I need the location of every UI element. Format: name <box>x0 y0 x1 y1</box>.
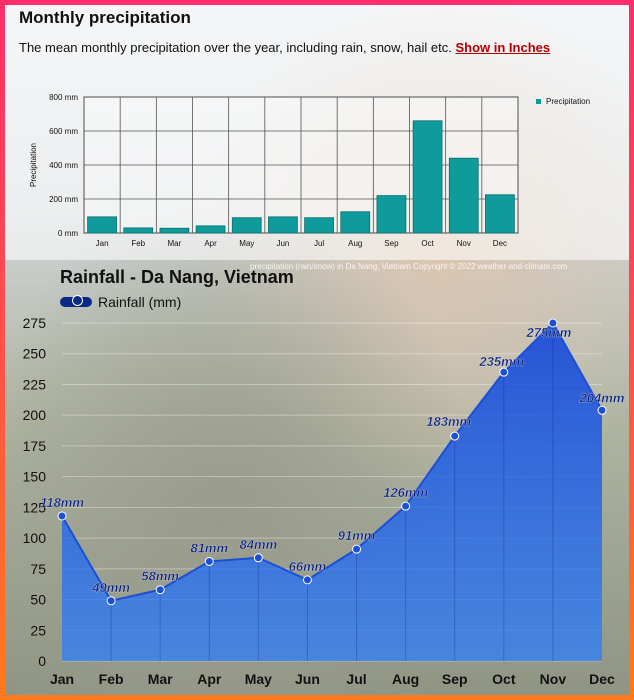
bottom-y-tick-label: 75 <box>30 561 46 577</box>
bottom-y-tick-label: 200 <box>23 407 47 423</box>
rainfall-data-label: 58mm <box>141 569 179 584</box>
rainfall-point <box>499 367 509 377</box>
rainfall-point <box>597 405 607 415</box>
top-x-tick-label: Mar <box>168 239 182 248</box>
rainfall-point <box>204 556 214 566</box>
copyright-watermark: precipitation (rain/snow) in Da Nang, Vi… <box>250 262 568 271</box>
top-bar <box>412 120 443 234</box>
rainfall-line <box>61 321 603 602</box>
rainfall-data-label: 81mm <box>190 540 228 555</box>
bottom-x-tick-label: Jan <box>50 671 74 687</box>
bottom-legend: Rainfall (mm) <box>60 294 181 310</box>
top-bar <box>231 217 262 234</box>
rainfall-data-label: 84mm <box>240 537 278 552</box>
bottom-y-tick-label: 0 <box>38 653 46 669</box>
top-bar-chart: 0 mm 200 mm 400 mm 600 mm 800 mm Jan Feb Mar Apr… <box>29 93 590 248</box>
top-y-tick-label: 200 mm <box>49 195 78 204</box>
top-y-tick-label: 800 mm <box>49 93 78 102</box>
top-x-tick-label: May <box>239 239 254 248</box>
bottom-y-tick-label: 100 <box>23 530 47 546</box>
bottom-chart-title: Rainfall - Da Nang, Vietnam <box>60 267 294 287</box>
rainfall-point <box>57 511 67 521</box>
top-bar <box>304 217 334 234</box>
bottom-y-tick-label: 150 <box>23 469 47 485</box>
top-legend-label: Precipitation <box>546 97 590 106</box>
rainfall-area <box>62 323 602 661</box>
bottom-y-tick-label: 225 <box>23 376 47 392</box>
bottom-y-tick-label: 125 <box>23 499 47 515</box>
top-y-tick-label: 600 mm <box>49 127 78 136</box>
bottom-y-tick-label: 275 <box>23 315 47 331</box>
top-x-tick-label: Oct <box>421 239 434 248</box>
rainfall-data-label: 118mm <box>40 495 84 510</box>
rainfall-point <box>253 553 263 563</box>
rainfall-data-label: 235mm <box>478 354 524 369</box>
bottom-x-tick-label: Feb <box>99 671 124 687</box>
rainfall-data-label: 126mm <box>383 485 428 500</box>
top-bar <box>268 216 298 234</box>
top-bar <box>87 216 117 234</box>
top-chart-subtitle: The mean monthly precipitation over the … <box>19 40 550 55</box>
bottom-x-tick-label: Sep <box>442 671 468 687</box>
bottom-area-chart: 0 25 50 75 100 125 150 175 200 225 250 275 118mm 49mm… <box>23 315 625 687</box>
top-x-tick-label: Apr <box>204 239 217 248</box>
top-x-tick-label: Dec <box>493 239 507 248</box>
top-bar <box>159 227 190 234</box>
top-bar <box>340 211 371 234</box>
top-x-tick-label: Sep <box>384 239 399 248</box>
bottom-x-tick-label: Nov <box>540 671 567 687</box>
top-bar <box>376 195 407 234</box>
legend-swatch-icon <box>60 295 92 307</box>
rainfall-point <box>548 318 558 328</box>
bottom-y-tick-label: 50 <box>30 592 46 608</box>
top-bar <box>195 225 226 234</box>
legend-label: Rainfall (mm) <box>98 294 182 310</box>
rainfall-data-label: 49mm <box>91 580 130 595</box>
rainfall-data-label: 91mm <box>338 528 376 543</box>
top-x-tick-label: Jan <box>96 239 109 248</box>
bottom-x-tick-label: Aug <box>392 671 419 687</box>
top-bar <box>448 157 479 234</box>
top-x-tick-label: Aug <box>348 239 362 248</box>
bottom-x-tick-label: Dec <box>589 671 615 687</box>
top-x-tick-label: Feb <box>131 239 145 248</box>
bottom-x-tick-label: Oct <box>492 671 516 687</box>
top-chart-title: Monthly precipitation <box>19 8 191 27</box>
top-bar <box>123 227 154 234</box>
rainfall-point <box>155 585 165 595</box>
bottom-x-tick-label: Jun <box>295 671 320 687</box>
rainfall-data-label: 275mm <box>526 325 572 340</box>
rainfall-point <box>106 596 116 606</box>
bottom-x-tick-label: Jul <box>346 671 366 687</box>
bottom-x-tick-label: Apr <box>197 671 222 687</box>
rainfall-point <box>450 431 460 441</box>
top-x-tick-label: Jun <box>276 239 289 248</box>
bottom-y-tick-label: 250 <box>23 346 47 362</box>
rainfall-data-label: 183mm <box>426 414 471 429</box>
top-bar <box>485 194 515 234</box>
rainfall-point <box>401 501 411 511</box>
show-in-inches-link[interactable]: Show in Inches <box>455 40 551 55</box>
top-x-tick-label: Jul <box>314 239 324 248</box>
top-y-tick-label: 400 mm <box>49 161 78 170</box>
top-y-tick-label: 0 mm <box>58 229 78 238</box>
bottom-y-tick-label: 25 <box>30 622 46 638</box>
rainfall-data-label: 204mm <box>579 390 625 405</box>
top-x-tick-label: Nov <box>457 239 471 248</box>
top-y-axis-label: Precipitation <box>29 143 38 187</box>
rainfall-point <box>302 575 312 585</box>
bottom-y-tick-label: 175 <box>23 438 47 454</box>
top-legend-swatch <box>536 99 541 104</box>
bottom-x-tick-label: May <box>245 671 272 687</box>
rainfall-data-label: 66mm <box>289 559 327 574</box>
bottom-x-tick-label: Mar <box>148 671 173 687</box>
subtitle-text: The mean monthly precipitation over the … <box>19 40 452 55</box>
rainfall-point <box>352 544 362 554</box>
